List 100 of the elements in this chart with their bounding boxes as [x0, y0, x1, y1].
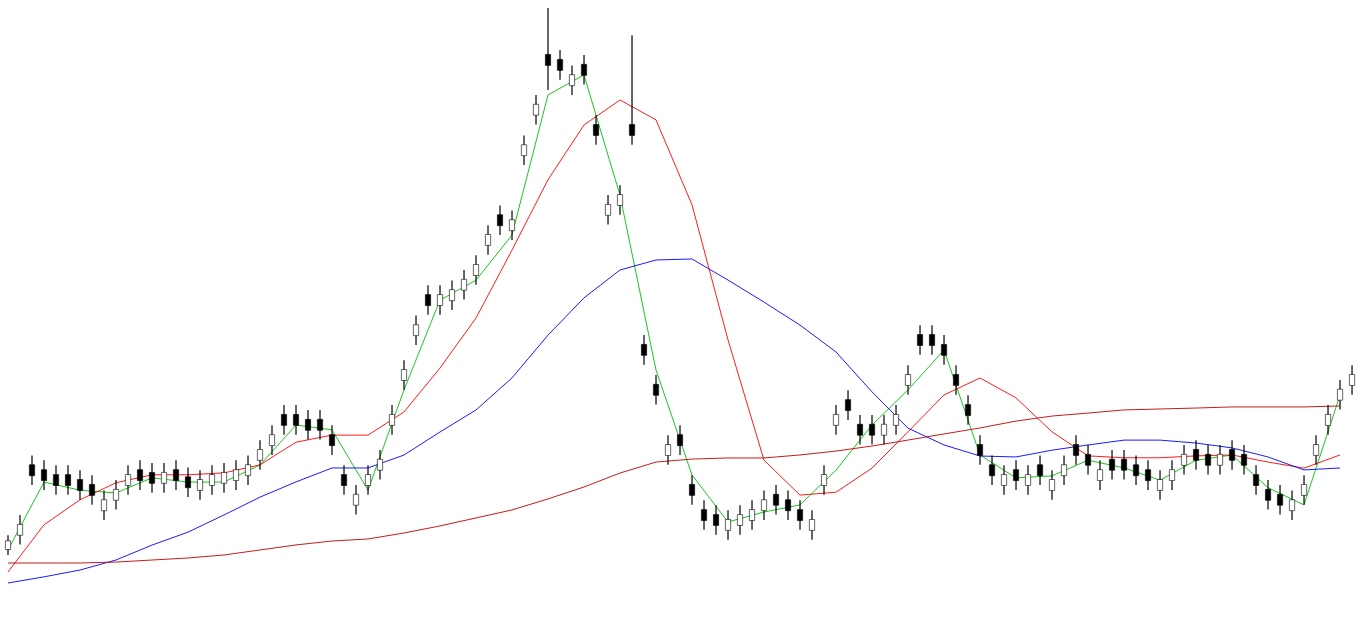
candlestick [365, 464, 371, 496]
candlestick [1205, 444, 1211, 476]
candlestick [1097, 459, 1103, 491]
candlestick [1049, 469, 1055, 501]
candlestick [89, 474, 95, 506]
candlestick [809, 509, 815, 541]
candlestick [17, 514, 23, 546]
candlestick [845, 389, 851, 421]
candlestick [377, 449, 383, 481]
candlestick [977, 434, 983, 466]
candlestick [1109, 449, 1115, 481]
candlestick [41, 459, 47, 491]
candlestick [485, 224, 491, 256]
candlestick [197, 469, 203, 501]
candlestick [341, 464, 347, 496]
candlestick [245, 454, 251, 486]
candlestick [1181, 444, 1187, 476]
candlestick [893, 404, 899, 436]
candlestick [353, 484, 359, 516]
candlestick [1337, 379, 1343, 411]
candlestick [5, 534, 11, 556]
candlestick [1313, 434, 1319, 466]
candlestick [305, 409, 311, 441]
candlestick [1289, 489, 1295, 521]
candlestick [1229, 439, 1235, 471]
candlestick [821, 464, 827, 496]
candlestick [449, 279, 455, 311]
candlestick [53, 464, 59, 496]
candlestick [965, 394, 971, 426]
candlestick [29, 454, 35, 486]
candlestick [1301, 474, 1307, 506]
candlestick [185, 466, 191, 498]
candlestick [1025, 464, 1031, 496]
candlestick [545, 7, 551, 91]
candlestick [425, 284, 431, 316]
candlestick [653, 374, 659, 406]
candlestick [725, 509, 731, 541]
candlestick [1085, 444, 1091, 476]
candlestick [173, 459, 179, 491]
candlestick [1277, 484, 1283, 516]
candlestick [1253, 464, 1259, 496]
candlestick [1157, 469, 1163, 501]
candlestick [101, 489, 107, 521]
candlestick [941, 334, 947, 366]
candlestick [77, 469, 83, 501]
candlestick [1241, 444, 1247, 476]
candlestick [293, 404, 299, 436]
candlestick [773, 484, 779, 516]
candlestick [221, 462, 227, 494]
candlestick [761, 489, 767, 521]
candlestick [1121, 449, 1127, 481]
candlestick [1169, 459, 1175, 491]
candlestick [329, 424, 335, 456]
candlestick [1325, 404, 1331, 436]
candlestick [233, 459, 239, 491]
candlestick [797, 499, 803, 531]
candlestick [1001, 464, 1007, 496]
candlestick [401, 359, 407, 391]
candlestick [65, 464, 71, 496]
candlestick [581, 54, 587, 86]
candlestick [1193, 439, 1199, 471]
candlestick [713, 504, 719, 536]
candlestick [317, 409, 323, 441]
candlestick [125, 464, 131, 496]
candlestick [677, 424, 683, 456]
candlestick [917, 324, 923, 356]
candlestick [473, 254, 479, 286]
candlestick [509, 209, 515, 241]
candlestick [857, 414, 863, 446]
candlestick [281, 404, 287, 436]
candlestick [749, 499, 755, 531]
candlestick [737, 504, 743, 536]
candlestick [629, 34, 635, 146]
candlestick [905, 364, 911, 396]
candlestick [1037, 454, 1043, 486]
candlestick [533, 94, 539, 126]
candlestick [689, 474, 695, 506]
candlestick [929, 324, 935, 356]
candlestick [389, 404, 395, 436]
candlestick [605, 194, 611, 226]
candlestick [869, 414, 875, 446]
candlestick [569, 64, 575, 96]
candlestick [1061, 454, 1067, 486]
candlestick [1073, 434, 1079, 466]
candlestick [269, 424, 275, 456]
candlestick [593, 114, 599, 146]
candlestick [1145, 459, 1151, 491]
candlestick [1217, 444, 1223, 476]
candlestick [833, 404, 839, 436]
candlestick [617, 184, 623, 216]
candlestick [953, 364, 959, 396]
candlestick [161, 462, 167, 494]
candlestick [785, 489, 791, 521]
candlestick [461, 269, 467, 301]
candlestick [497, 204, 503, 236]
candlestick [1265, 479, 1271, 511]
candlestick [413, 314, 419, 346]
candlestick [257, 439, 263, 471]
candlestick [437, 284, 443, 316]
candlestick [113, 479, 119, 511]
